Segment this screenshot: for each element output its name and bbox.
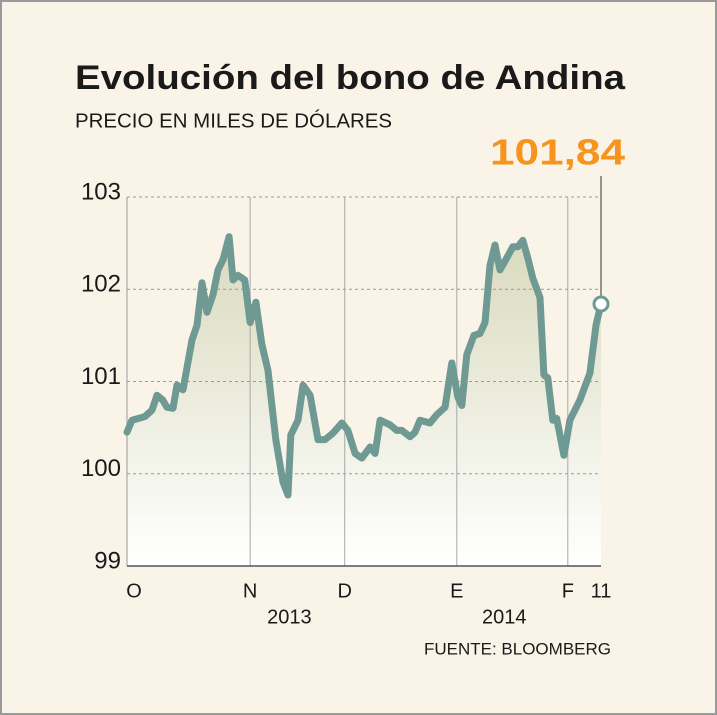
y-tick-label: 102 [81, 271, 121, 298]
year-label: 2014 [482, 606, 527, 628]
source: FUENTE: BLOOMBERG [424, 639, 611, 658]
x-tick-label: E [450, 580, 463, 602]
x-tick-label: 11 [591, 580, 612, 602]
y-tick-label: 100 [81, 455, 121, 482]
area [127, 236, 601, 566]
line [123, 233, 605, 499]
x-tick-label: D [337, 580, 351, 602]
y-tick-label: 101 [81, 363, 121, 390]
x-tick-label: F [562, 580, 574, 602]
year-label: 2013 [267, 606, 312, 628]
last-value-label: 101,84 [490, 132, 625, 173]
last-point [592, 295, 610, 313]
y-tick-label: 103 [81, 178, 121, 205]
subtitle: PRECIO EN MILES DE DÓLARES [75, 109, 392, 132]
x-tick-label: N [243, 580, 257, 602]
x-tick-label: O [126, 580, 142, 602]
chart-title: Evolución del bono de Andina [75, 59, 626, 97]
y-tick-label: 99 [94, 547, 121, 574]
